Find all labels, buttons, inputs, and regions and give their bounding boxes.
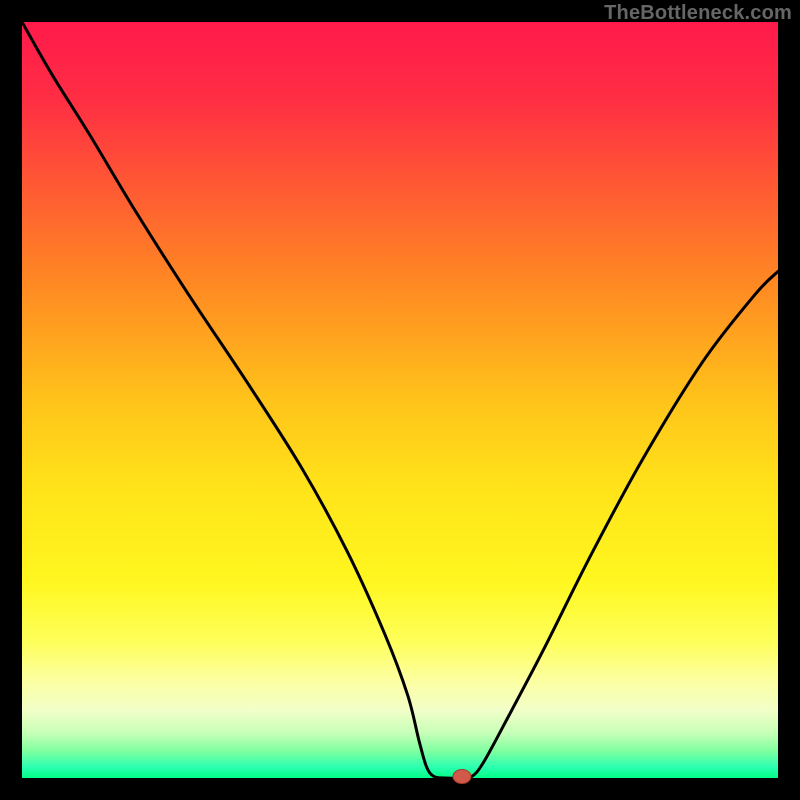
bottleneck-chart — [0, 0, 800, 800]
watermark-text: TheBottleneck.com — [604, 2, 792, 25]
plot-background — [22, 22, 778, 778]
chart-container: TheBottleneck.com — [0, 0, 800, 800]
optimum-marker — [453, 769, 471, 783]
